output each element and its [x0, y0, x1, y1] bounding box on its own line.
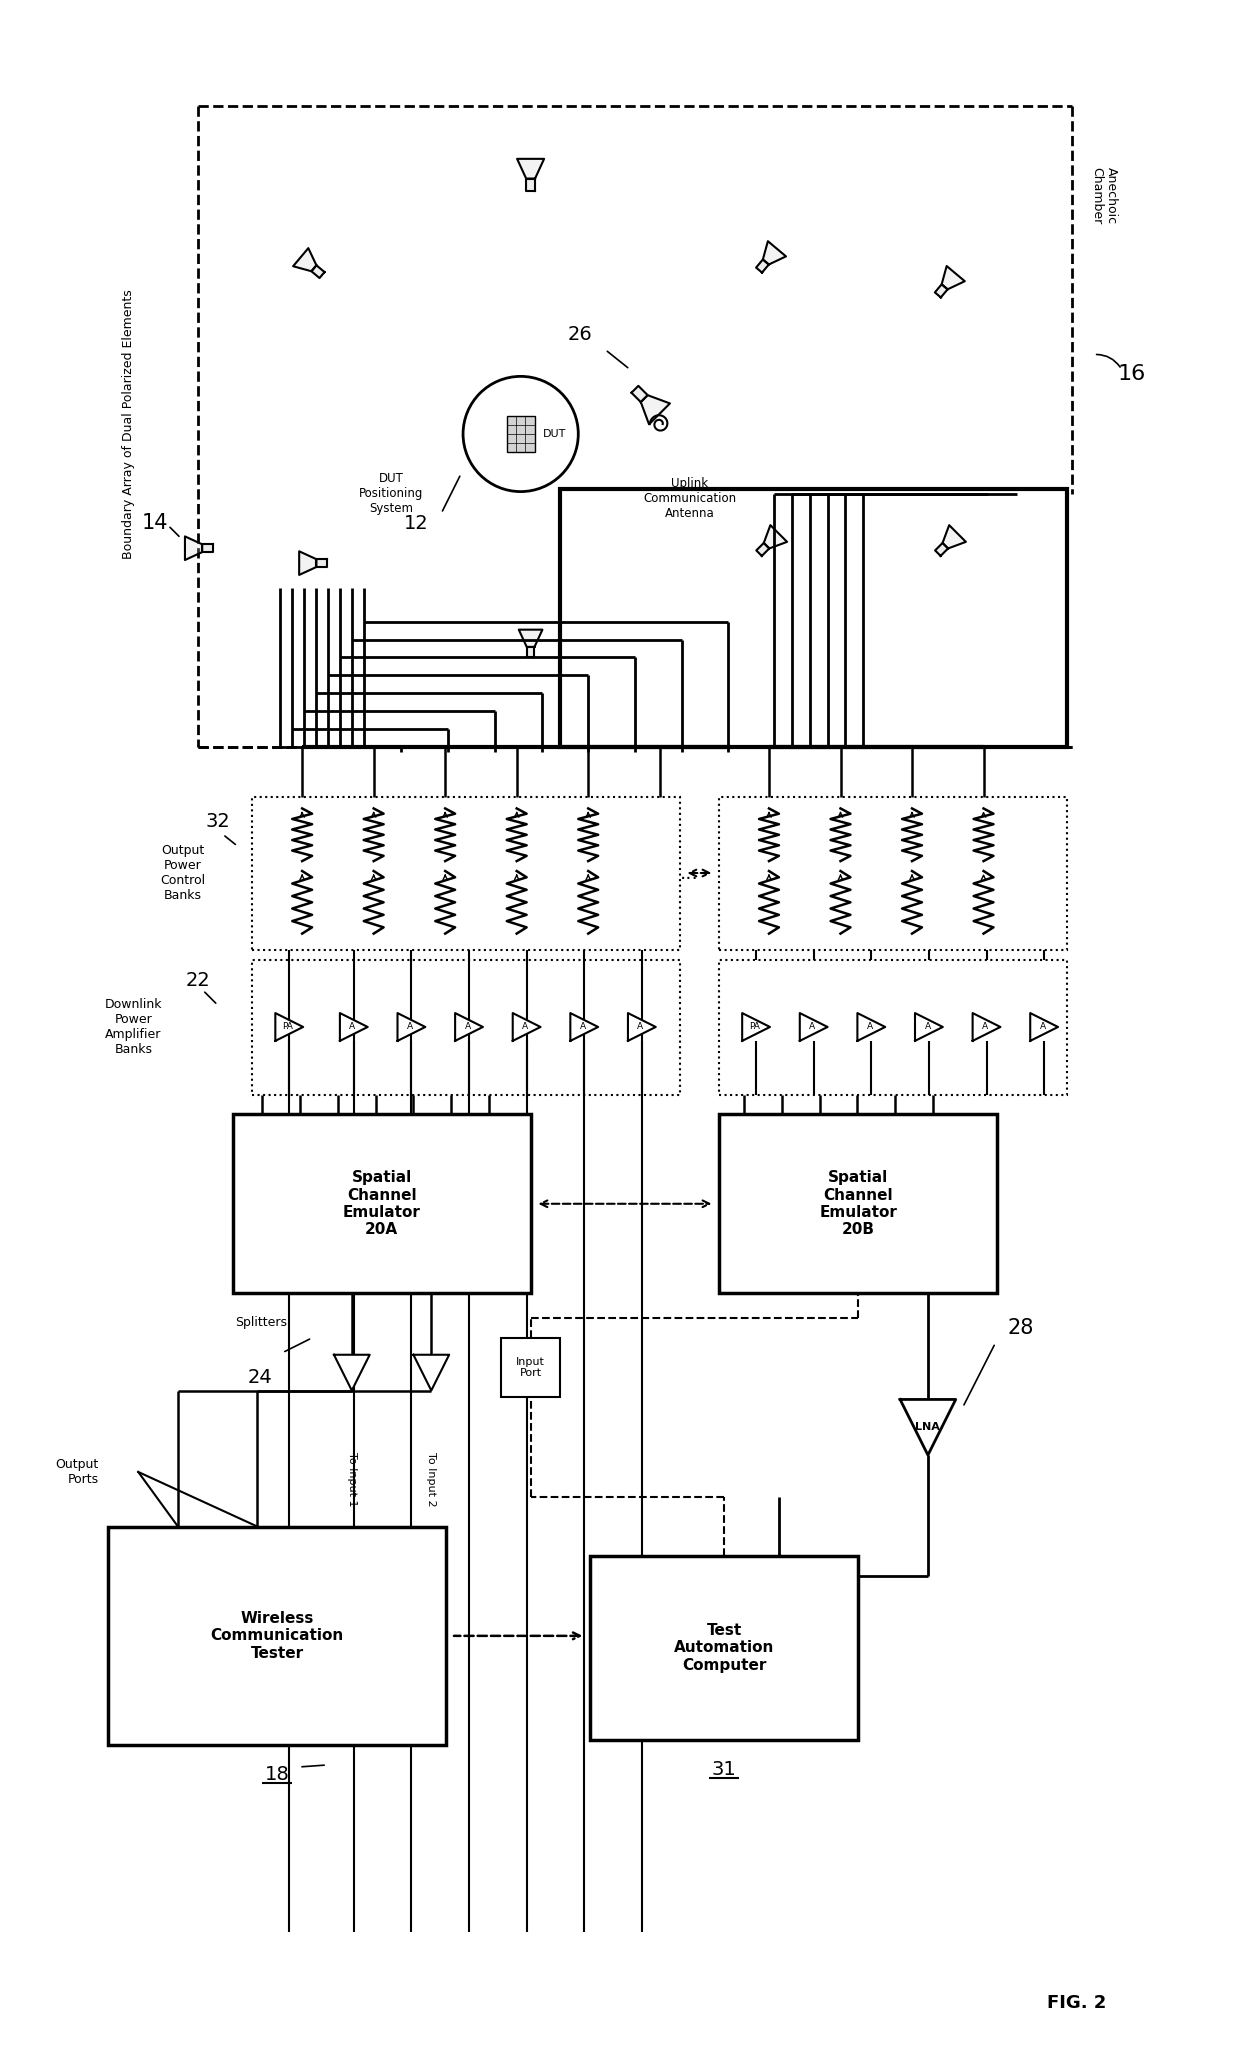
Bar [253, 961, 680, 1094]
Polygon shape [627, 1012, 656, 1041]
Polygon shape [527, 646, 534, 658]
Polygon shape [743, 1012, 770, 1041]
Text: Boundary Array of Dual Polarized Elements: Boundary Array of Dual Polarized Element… [122, 288, 135, 558]
Polygon shape [202, 544, 213, 552]
Polygon shape [763, 241, 786, 264]
Text: Wireless
Communication
Tester: Wireless Communication Tester [211, 1611, 343, 1661]
Bar [501, 1337, 560, 1397]
Polygon shape [764, 526, 787, 548]
Bar [719, 961, 1066, 1094]
Bar [108, 1526, 446, 1744]
Polygon shape [941, 266, 965, 288]
Text: A: A [982, 1022, 988, 1031]
Polygon shape [756, 260, 769, 272]
Polygon shape [517, 160, 544, 178]
Polygon shape [570, 1012, 598, 1041]
Bar [719, 1115, 997, 1292]
Text: DUT: DUT [543, 429, 565, 440]
Text: Spatial
Channel
Emulator
20A: Spatial Channel Emulator 20A [342, 1170, 420, 1237]
Polygon shape [915, 1012, 942, 1041]
Polygon shape [935, 284, 947, 297]
Text: 18: 18 [265, 1765, 290, 1785]
Polygon shape [334, 1354, 370, 1391]
Polygon shape [316, 558, 327, 566]
Text: A: A [810, 1022, 816, 1031]
Polygon shape [942, 526, 966, 548]
Text: Uplink
Communication
Antenna: Uplink Communication Antenna [644, 476, 737, 519]
Polygon shape [756, 544, 769, 556]
Polygon shape [340, 1012, 368, 1041]
Polygon shape [293, 247, 316, 272]
Text: 16: 16 [1117, 364, 1146, 384]
Polygon shape [631, 387, 647, 403]
Polygon shape [413, 1354, 449, 1391]
Text: PA: PA [749, 1022, 760, 1031]
Polygon shape [398, 1012, 425, 1041]
Bar [233, 1115, 531, 1292]
Text: 28: 28 [1007, 1317, 1034, 1337]
Polygon shape [935, 544, 949, 556]
Text: Spatial
Channel
Emulator
20B: Spatial Channel Emulator 20B [820, 1170, 898, 1237]
Text: A: A [1039, 1022, 1045, 1031]
Text: A: A [407, 1022, 413, 1031]
Text: 12: 12 [404, 513, 429, 534]
Polygon shape [857, 1012, 885, 1041]
Bar [560, 489, 1066, 746]
Text: To Input 2: To Input 2 [427, 1452, 436, 1507]
Bar [719, 798, 1066, 951]
Text: A: A [465, 1022, 471, 1031]
Text: DUT
Positioning
System: DUT Positioning System [360, 472, 424, 515]
Text: 26: 26 [568, 325, 593, 344]
Text: Input
Port: Input Port [516, 1358, 546, 1378]
Polygon shape [800, 1012, 827, 1041]
Text: To Input 1: To Input 1 [347, 1452, 357, 1507]
Text: Output
Power
Control
Banks: Output Power Control Banks [160, 845, 206, 902]
Text: ...: ... [681, 863, 699, 883]
Bar [590, 1556, 858, 1740]
Text: Downlink
Power
Amplifier
Banks: Downlink Power Amplifier Banks [104, 998, 162, 1055]
Text: 24: 24 [248, 1368, 273, 1387]
Polygon shape [455, 1012, 482, 1041]
Polygon shape [526, 178, 534, 190]
Text: LNA: LNA [915, 1421, 940, 1431]
Text: 22: 22 [186, 971, 211, 990]
Bar [253, 798, 680, 951]
Text: Test
Automation
Computer: Test Automation Computer [675, 1624, 775, 1673]
Polygon shape [641, 395, 670, 423]
Text: A: A [350, 1022, 356, 1031]
Text: 32: 32 [206, 812, 231, 830]
Polygon shape [185, 536, 202, 560]
Polygon shape [299, 552, 316, 575]
Text: 31: 31 [712, 1761, 737, 1779]
Text: Output
Ports: Output Ports [56, 1458, 98, 1487]
Polygon shape [900, 1399, 956, 1456]
Polygon shape [275, 1012, 303, 1041]
Text: 14: 14 [141, 513, 169, 534]
Circle shape [463, 376, 578, 491]
Polygon shape [311, 266, 325, 278]
Polygon shape [1030, 1012, 1058, 1041]
Text: A: A [522, 1022, 528, 1031]
Polygon shape [972, 1012, 1001, 1041]
Polygon shape [518, 630, 542, 646]
Text: FIG. 2: FIG. 2 [1047, 1994, 1106, 2012]
Polygon shape [512, 1012, 541, 1041]
Text: A: A [867, 1022, 873, 1031]
Text: Splitters: Splitters [236, 1317, 288, 1329]
Text: Anechoic
Chamber: Anechoic Chamber [1090, 168, 1117, 225]
Text: A: A [637, 1022, 644, 1031]
Text: A: A [580, 1022, 587, 1031]
Text: PA: PA [283, 1022, 294, 1031]
Text: A: A [925, 1022, 930, 1031]
Bar [507, 415, 534, 452]
